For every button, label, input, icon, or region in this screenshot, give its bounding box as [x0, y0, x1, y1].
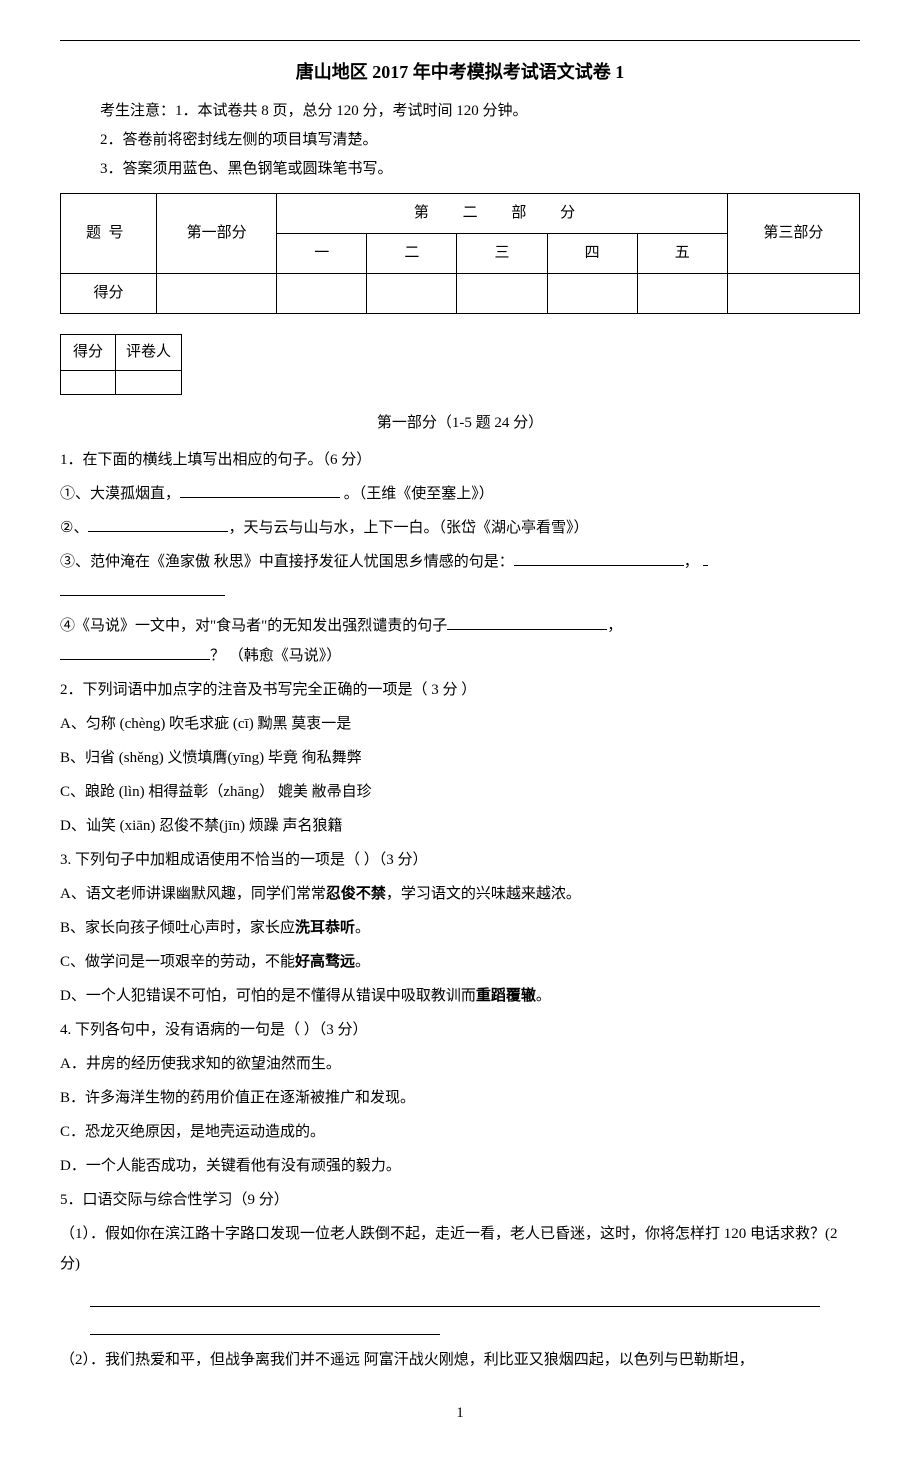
q2-option-c: C、踉跄 (lìn) 相得益彰（zhāng） 媲美 敝帚自珍: [60, 777, 860, 807]
score-cell: [547, 274, 637, 314]
notes-line-1: 考生注意：1．本试卷共 8 页，总分 120 分，考试时间 120 分钟。: [100, 98, 860, 125]
header-part2: 第 二 部 分: [277, 194, 728, 234]
blank: [703, 548, 708, 566]
notes-line-2: 2．答卷前将密封线左侧的项目填写清楚。: [100, 127, 860, 154]
q1-item-4: ④《马说》一文中，对"食马者"的无知发出强烈谴责的句子， ？ （韩愈《马说》）: [60, 611, 860, 671]
header-part1: 第一部分: [157, 194, 277, 274]
q3-option-a: A、语文老师讲课幽默风趣，同学们常常忍俊不禁，学习语文的兴味越来越浓。: [60, 879, 860, 909]
header-part3: 第三部分: [727, 194, 859, 274]
top-horizontal-rule: [60, 40, 860, 41]
q3-d-pre: D、一个人犯错误不可怕，可怕的是不懂得从错误中吸取教训而: [60, 988, 476, 1004]
q1-2-pre: ②、: [60, 520, 88, 536]
blank: [60, 578, 225, 596]
blank: [60, 642, 210, 660]
header-sub-2: 二: [367, 234, 457, 274]
q3-d-bold: 重蹈覆辙: [476, 988, 536, 1004]
q2-stem: 2．下列词语中加点字的注音及书写完全正确的一项是（ 3 分 ）: [60, 675, 860, 705]
q5-stem: 5．口语交际与综合性学习（9 分）: [60, 1185, 860, 1215]
blank: [447, 612, 607, 630]
score-table: 题号 第一部分 第 二 部 分 第三部分 一 二 三 四 五 得分: [60, 193, 860, 314]
q3-a-post: ，学习语文的兴味越来越浓。: [386, 886, 581, 902]
grader-cell: [61, 371, 116, 395]
score-cell: [637, 274, 727, 314]
answer-blank-line: [90, 1289, 820, 1307]
score-cell: [157, 274, 277, 314]
header-tihao: 题号: [61, 194, 157, 274]
q3-stem: 3. 下列句子中加粗成语使用不恰当的一项是（ ）（3 分）: [60, 845, 860, 875]
page-title: 唐山地区 2017 年中考模拟考试语文试卷 1: [60, 56, 860, 88]
score-cell: [457, 274, 547, 314]
q1-3-post: ，: [684, 554, 699, 570]
table-row: 题号 第一部分 第 二 部 分 第三部分: [61, 194, 860, 234]
q5-sub2: （2）．我们热爱和平，但战争离我们并不遥远 阿富汗战火刚熄，利比亚又狼烟四起，以…: [60, 1345, 860, 1375]
q1-4-pre: ④《马说》一文中，对"食马者"的无知发出强烈谴责的句子: [60, 618, 447, 634]
q1-2-post: ，天与云与山与水，上下一白。（张岱《湖心亭看雪》）: [228, 520, 588, 536]
q4-option-a: A．井房的经历使我求知的欲望油然而生。: [60, 1049, 860, 1079]
q2-option-d: D、讪笑 (xiān) 忍俊不禁(jīn) 烦躁 声名狼籍: [60, 811, 860, 841]
header-sub-5: 五: [637, 234, 727, 274]
q1-4-mid: ？ （韩愈《马说》）: [210, 648, 341, 664]
answer-blank-line: [90, 1317, 440, 1335]
notes-line-3: 3．答案须用蓝色、黑色钢笔或圆珠笔书写。: [100, 156, 860, 183]
grader-cell: [116, 371, 182, 395]
q3-c-post: 。: [355, 954, 370, 970]
blank: [514, 548, 684, 566]
q4-stem: 4. 下列各句中，没有语病的一句是（ ）（3 分）: [60, 1015, 860, 1045]
q1-item-3: ③、范仲淹在《渔家傲 秋思》中直接抒发征人忧国思乡情感的句是： ，: [60, 547, 860, 607]
blank: [88, 514, 228, 532]
page-number: 1: [60, 1400, 860, 1427]
row-defen-label: 得分: [61, 274, 157, 314]
table-row: 得分 评卷人: [61, 335, 182, 371]
q2-option-b: B、归省 (shěng) 义愤填膺(yīng) 毕竟 徇私舞弊: [60, 743, 860, 773]
q1-1-pre: ①、大漠孤烟直，: [60, 486, 180, 502]
notes-prefix: 考生注意：: [100, 103, 175, 119]
q1-3-pre: ③、范仲淹在《渔家傲 秋思》中直接抒发征人忧国思乡情感的句是：: [60, 554, 514, 570]
q3-c-pre: C、做学问是一项艰辛的劳动，不能: [60, 954, 295, 970]
q3-a-pre: A、语文老师讲课幽默风趣，同学们常常: [60, 886, 326, 902]
q4-option-b: B．许多海洋生物的药用价值正在逐渐被推广和发现。: [60, 1083, 860, 1113]
q2-option-a: A、匀称 (chèng) 吹毛求疵 (cī) 黝黑 莫衷一是: [60, 709, 860, 739]
q3-d-post: 。: [536, 988, 551, 1004]
q3-b-bold: 洗耳恭听: [295, 920, 355, 936]
q1-item-2: ②、 ，天与云与山与水，上下一白。（张岱《湖心亭看雪》）: [60, 513, 860, 543]
q3-option-c: C、做学问是一项艰辛的劳动，不能好高骛远。: [60, 947, 860, 977]
q3-b-post: 。: [355, 920, 370, 936]
q3-b-pre: B、家长向孩子倾吐心声时，家长应: [60, 920, 295, 936]
table-row: 得分: [61, 274, 860, 314]
q1-item-1: ①、大漠孤烟直， 。（王维《使至塞上》）: [60, 479, 860, 509]
exam-notes: 考生注意：1．本试卷共 8 页，总分 120 分，考试时间 120 分钟。 2．…: [60, 98, 860, 183]
section-1-header: 第一部分（1-5 题 24 分）: [60, 410, 860, 437]
grader-table: 得分 评卷人: [60, 334, 182, 395]
q3-a-bold: 忍俊不禁: [326, 886, 386, 902]
q3-c-bold: 好高骛远: [295, 954, 355, 970]
q5-sub1: （1）．假如你在滨江路十字路口发现一位老人跌倒不起，走近一看，老人已昏迷，这时，…: [60, 1219, 860, 1279]
score-cell: [277, 274, 367, 314]
q1-stem: 1．在下面的横线上填写出相应的句子。（6 分）: [60, 445, 860, 475]
grader-defen: 得分: [61, 335, 116, 371]
q1-1-post: 。（王维《使至塞上》）: [340, 486, 494, 502]
score-cell: [727, 274, 859, 314]
q3-option-d: D、一个人犯错误不可怕，可怕的是不懂得从错误中吸取教训而重蹈覆辙。: [60, 981, 860, 1011]
header-sub-4: 四: [547, 234, 637, 274]
q4-option-c: C．恐龙灭绝原因，是地壳运动造成的。: [60, 1117, 860, 1147]
q3-option-b: B、家长向孩子倾吐心声时，家长应洗耳恭听。: [60, 913, 860, 943]
blank: [180, 480, 340, 498]
grader-pingjuan: 评卷人: [116, 335, 182, 371]
header-sub-1: 一: [277, 234, 367, 274]
table-row: [61, 371, 182, 395]
notes-text-1: 1．本试卷共 8 页，总分 120 分，考试时间 120 分钟。: [175, 103, 528, 119]
header-sub-3: 三: [457, 234, 547, 274]
q4-option-d: D．一个人能否成功，关键看他有没有顽强的毅力。: [60, 1151, 860, 1181]
score-cell: [367, 274, 457, 314]
